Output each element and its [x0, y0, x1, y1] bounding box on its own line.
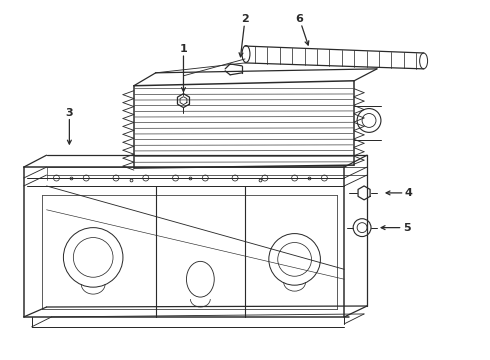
Text: 2: 2 [241, 14, 249, 24]
Text: 4: 4 [405, 188, 413, 198]
Text: 6: 6 [295, 14, 303, 24]
Text: 3: 3 [66, 108, 73, 117]
Text: 5: 5 [403, 222, 411, 233]
Text: 1: 1 [180, 44, 187, 54]
